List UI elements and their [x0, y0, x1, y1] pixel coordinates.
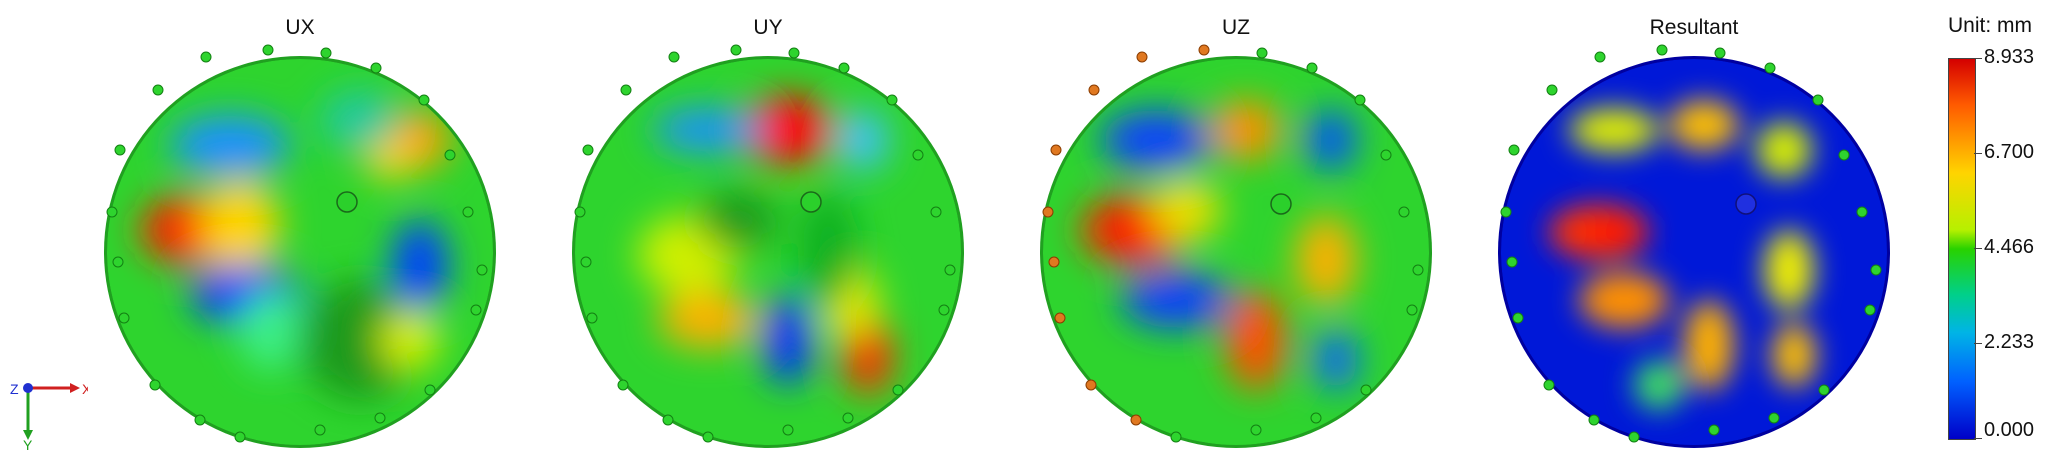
tick-mark [1974, 58, 1982, 59]
contour-plot-uy [572, 44, 964, 448]
colorbar-legend: Unit: mm 8.933 6.700 4.466 2.233 0.000 [1900, 10, 2065, 450]
contour-plot-uz [1040, 44, 1432, 448]
tick-mark [1974, 343, 1982, 344]
colorbar-tick: 2.233 [1984, 331, 2035, 353]
colorbar-tick: 4.466 [1984, 236, 2035, 258]
panel-resultant: Resultant [1484, 0, 1904, 461]
colorbar-tick-min: 0.000 [1984, 419, 2035, 441]
axis-x-label: X [82, 381, 88, 397]
colorbar-tick-max: 8.933 [1984, 46, 2035, 68]
panel-title-ux: UX [285, 16, 315, 39]
colorbar-tick: 6.700 [1984, 141, 2035, 163]
colorbar-gradient [1948, 58, 1976, 440]
tick-mark [1974, 248, 1982, 249]
panel-title-uz: UZ [1222, 16, 1250, 39]
panel-title-resultant: Resultant [1649, 16, 1739, 39]
panel-uy: UY [558, 0, 978, 461]
contour-plot-resultant [1498, 44, 1890, 448]
center-hole [336, 191, 358, 213]
axis-y-label: Y [23, 437, 33, 450]
tick-mark [1974, 153, 1982, 154]
center-hole [1735, 193, 1757, 215]
panel-uz: UZ [1026, 0, 1446, 461]
panel-ux: UX [90, 0, 510, 461]
center-hole [1270, 193, 1292, 215]
axis-triad-icon: X Y Z [10, 381, 88, 450]
contour-plot-ux [104, 44, 496, 448]
center-hole [800, 191, 822, 213]
unit-label: Unit: mm [1948, 14, 2032, 37]
panel-title-uy: UY [753, 16, 783, 39]
axis-z-label: Z [10, 381, 19, 397]
tick-mark [1974, 438, 1982, 439]
